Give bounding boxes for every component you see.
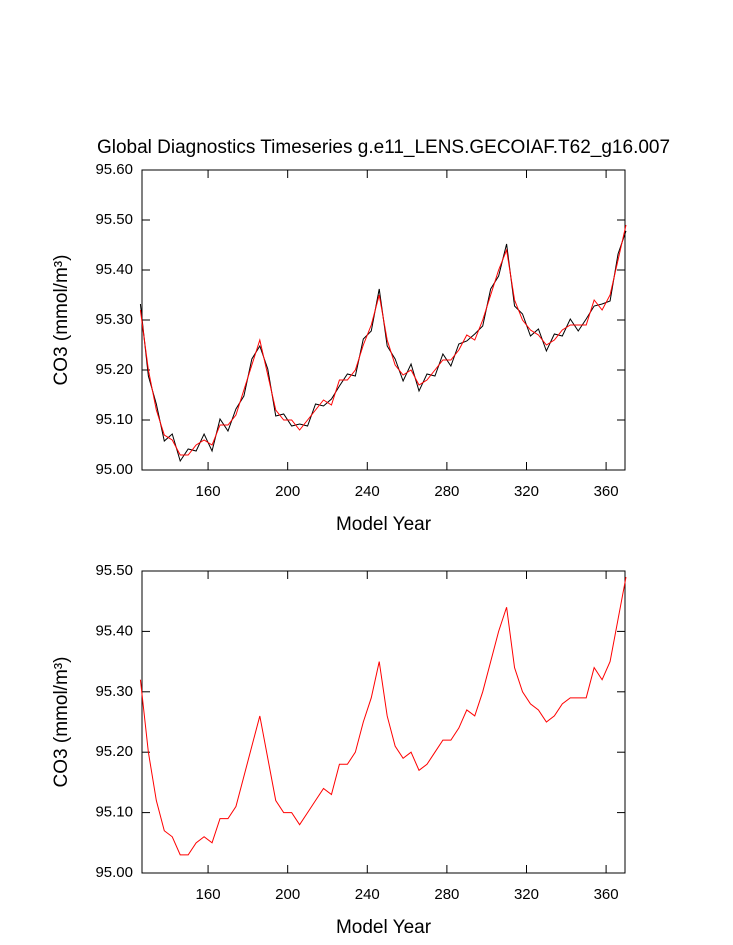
x-tick-label: 280 xyxy=(434,483,459,500)
y-tick-label: 95.20 xyxy=(95,361,133,378)
x-tick-label: 160 xyxy=(196,886,221,903)
x-axis-label: Model Year xyxy=(336,514,432,535)
x-tick-label: 200 xyxy=(275,886,300,903)
y-tick-label: 95.50 xyxy=(95,562,133,579)
plot-frame xyxy=(141,570,626,874)
x-tick-label: 160 xyxy=(196,483,221,500)
x-tick-label: 360 xyxy=(594,483,619,500)
y-tick-label: 95.10 xyxy=(95,804,133,821)
x-tick-label: 320 xyxy=(514,483,539,500)
y-axis-label: CO3 (mmol/m³) xyxy=(51,255,72,386)
x-tick-label: 360 xyxy=(594,886,619,903)
y-tick-label: 95.30 xyxy=(95,683,133,700)
data-line xyxy=(139,576,627,856)
data-line xyxy=(139,230,627,463)
x-tick-label: 240 xyxy=(355,483,380,500)
y-tick-label: 95.40 xyxy=(95,261,133,278)
y-tick-label: 95.60 xyxy=(95,161,133,178)
y-tick-label: 95.10 xyxy=(95,411,133,428)
x-tick-label: 280 xyxy=(434,886,459,903)
y-tick-label: 95.00 xyxy=(95,461,133,478)
chart-title: Global Diagnostics Timeseries g.e11_LENS… xyxy=(97,137,670,158)
y-tick-label: 95.00 xyxy=(95,864,133,881)
y-tick-label: 95.40 xyxy=(95,622,133,639)
y-tick-label: 95.30 xyxy=(95,311,133,328)
y-tick-label: 95.20 xyxy=(95,743,133,760)
data-line xyxy=(139,224,627,456)
y-tick-label: 95.50 xyxy=(95,211,133,228)
x-tick-label: 240 xyxy=(355,886,380,903)
x-tick-label: 320 xyxy=(514,886,539,903)
x-axis-label: Model Year xyxy=(336,917,432,938)
y-axis-label: CO3 (mmol/m³) xyxy=(51,657,72,788)
x-tick-label: 200 xyxy=(275,483,300,500)
